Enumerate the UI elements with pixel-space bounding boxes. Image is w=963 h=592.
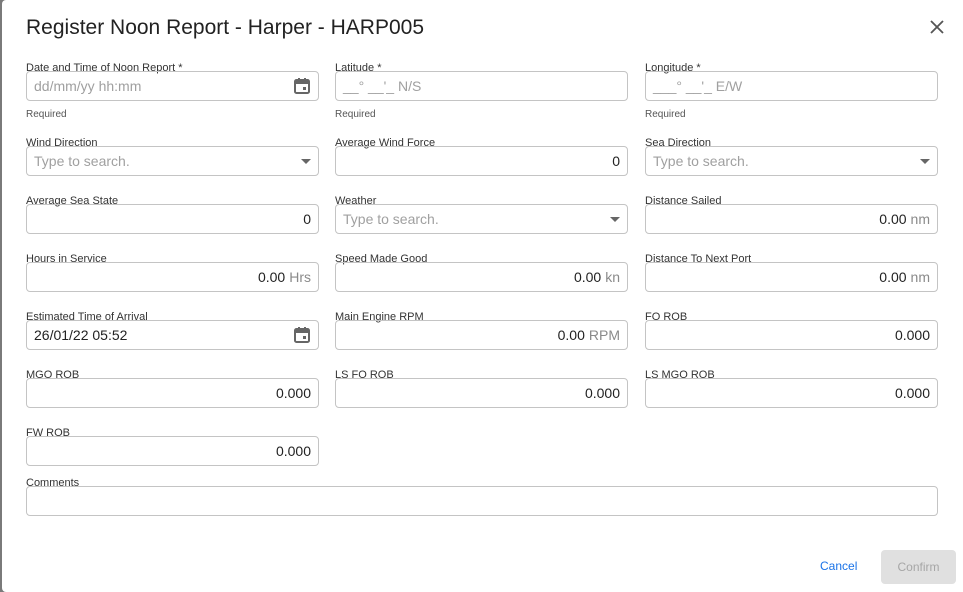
- average-wind-force-value: 0: [612, 153, 620, 169]
- eta-field: Estimated Time of Arrival 26/01/22 05:52: [26, 310, 319, 350]
- longitude-helper-text: Required: [645, 109, 686, 120]
- longitude-placeholder: ___° __'_ E/W: [653, 78, 743, 94]
- distance-to-next-port-input[interactable]: 0.00 nm: [645, 262, 938, 292]
- weather-placeholder: Type to search.: [343, 211, 439, 227]
- main-engine-rpm-value: 0.00: [557, 327, 585, 343]
- weather-field: Weather Type to search.: [335, 194, 628, 234]
- wind-direction-input[interactable]: Type to search.: [26, 146, 319, 176]
- hours-in-service-field: Hours in Service 0.00 Hrs: [26, 252, 319, 292]
- ls-mgo-rob-input[interactable]: 0.000: [645, 378, 938, 408]
- wind-direction-placeholder: Type to search.: [34, 153, 130, 169]
- main-engine-rpm-field: Main Engine RPM 0.00 RPM: [335, 310, 628, 350]
- latitude-field: Latitude * __° __'_ N/S Required: [335, 61, 628, 120]
- longitude-field: Longitude * ___° __'_ E/W Required: [645, 61, 938, 120]
- ls-mgo-rob-value: 0.000: [894, 385, 930, 401]
- date-time-input[interactable]: dd/mm/yy hh:mm: [26, 71, 319, 101]
- close-button[interactable]: [926, 16, 948, 38]
- sea-direction-input[interactable]: Type to search.: [645, 146, 938, 176]
- distance-sailed-value: 0.00: [879, 211, 907, 227]
- eta-input[interactable]: 26/01/22 05:52: [26, 320, 319, 350]
- main-engine-rpm-input[interactable]: 0.00 RPM: [335, 320, 628, 350]
- fw-rob-field: FW ROB 0.000: [26, 426, 319, 466]
- calendar-icon[interactable]: [293, 77, 311, 95]
- close-icon: [930, 20, 944, 34]
- confirm-button[interactable]: Confirm: [881, 550, 956, 584]
- eta-value: 26/01/22 05:52: [34, 327, 128, 343]
- date-time-helper-text: Required: [26, 109, 67, 120]
- longitude-input[interactable]: ___° __'_ E/W: [645, 71, 938, 101]
- distance-sailed-input[interactable]: 0.00 nm: [645, 204, 938, 234]
- distance-sailed-unit: nm: [910, 211, 930, 227]
- wind-direction-field: Wind Direction Type to search.: [26, 136, 319, 176]
- ls-fo-rob-value: 0.000: [584, 385, 620, 401]
- latitude-placeholder: __° __'_ N/S: [343, 78, 422, 94]
- fw-rob-value: 0.000: [275, 443, 311, 459]
- latitude-input[interactable]: __° __'_ N/S: [335, 71, 628, 101]
- hours-in-service-input[interactable]: 0.00 Hrs: [26, 262, 319, 292]
- average-wind-force-input[interactable]: 0: [335, 146, 628, 176]
- speed-made-good-field: Speed Made Good 0.00 kn: [335, 252, 628, 292]
- fo-rob-input[interactable]: 0.000: [645, 320, 938, 350]
- ls-mgo-rob-field: LS MGO ROB 0.000: [645, 368, 938, 408]
- distance-sailed-field: Distance Sailed 0.00 nm: [645, 194, 938, 234]
- hours-in-service-unit: Hrs: [289, 269, 311, 285]
- date-time-placeholder: dd/mm/yy hh:mm: [34, 78, 142, 94]
- latitude-helper-text: Required: [335, 109, 376, 120]
- fw-rob-input[interactable]: 0.000: [26, 436, 319, 466]
- weather-input[interactable]: Type to search.: [335, 204, 628, 234]
- distance-to-next-port-unit: nm: [910, 269, 930, 285]
- speed-made-good-value: 0.00: [573, 269, 602, 285]
- main-engine-rpm-unit: RPM: [588, 327, 620, 343]
- fo-rob-value: 0.000: [894, 327, 930, 343]
- average-sea-state-input[interactable]: 0: [26, 204, 319, 234]
- mgo-rob-input[interactable]: 0.000: [26, 378, 319, 408]
- sea-direction-placeholder: Type to search.: [653, 153, 749, 169]
- speed-made-good-unit: kn: [605, 269, 620, 285]
- average-sea-state-value: 0: [303, 211, 311, 227]
- distance-to-next-port-value: 0.00: [879, 269, 907, 285]
- ls-fo-rob-field: LS FO ROB 0.000: [335, 368, 628, 408]
- ls-fo-rob-input[interactable]: 0.000: [335, 378, 628, 408]
- average-wind-force-field: Average Wind Force 0: [335, 136, 628, 176]
- hours-in-service-value: 0.00: [257, 269, 286, 285]
- sea-direction-field: Sea Direction Type to search.: [645, 136, 938, 176]
- dropdown-arrow-icon[interactable]: [610, 216, 620, 222]
- comments-input[interactable]: [26, 486, 938, 516]
- date-time-field: Date and Time of Noon Report * dd/mm/yy h…: [26, 61, 319, 120]
- speed-made-good-input[interactable]: 0.00 kn: [335, 262, 628, 292]
- fo-rob-field: FO ROB 0.000: [645, 310, 938, 350]
- mgo-rob-field: MGO ROB 0.000: [26, 368, 319, 408]
- distance-to-next-port-field: Distance To Next Port 0.00 nm: [645, 252, 938, 292]
- average-sea-state-field: Average Sea State 0: [26, 194, 319, 234]
- mgo-rob-value: 0.000: [275, 385, 311, 401]
- dialog-title: Register Noon Report - Harper - HARP005: [26, 16, 424, 39]
- calendar-icon[interactable]: [293, 326, 311, 344]
- dropdown-arrow-icon[interactable]: [301, 158, 311, 164]
- dropdown-arrow-icon[interactable]: [920, 158, 930, 164]
- cancel-button[interactable]: Cancel: [820, 559, 858, 573]
- comments-field: Comments: [26, 476, 938, 516]
